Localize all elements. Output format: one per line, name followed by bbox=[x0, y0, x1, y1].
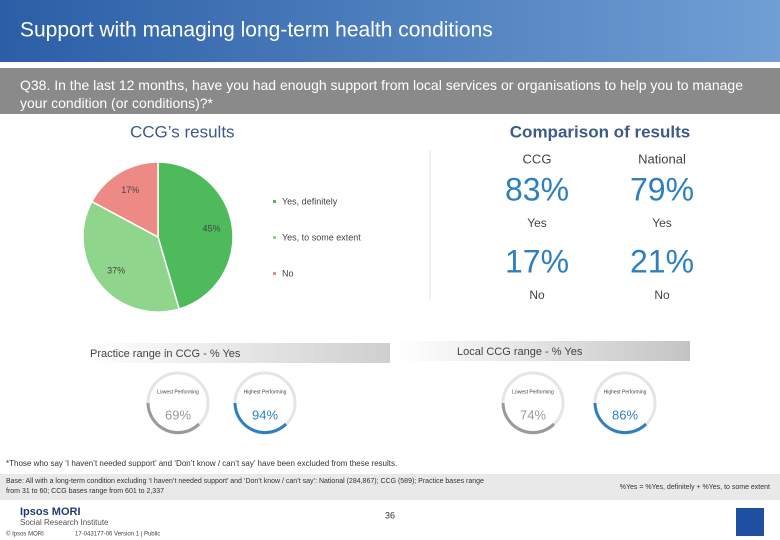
legend-label: Yes, definitely bbox=[282, 196, 338, 206]
copyright: © Ipsos MORI bbox=[6, 531, 44, 538]
ring-value: 74% bbox=[520, 407, 546, 422]
row-label: Yes bbox=[527, 216, 547, 230]
footnote: *Those who say ‘I haven’t needed support… bbox=[6, 459, 397, 468]
header-bar bbox=[0, 0, 780, 62]
ring-caption: Lowest Performing bbox=[157, 389, 199, 395]
big-value: 17% bbox=[505, 243, 569, 279]
slice-label: 37% bbox=[107, 265, 125, 275]
formula: %Yes = %Yes, definitely + %Yes, to some … bbox=[620, 484, 770, 491]
range-title: Practice range in CCG - % Yes bbox=[90, 348, 241, 360]
ring-value: 94% bbox=[252, 407, 278, 422]
legend-label: No bbox=[282, 268, 294, 278]
range-title: Local CCG range - % Yes bbox=[457, 346, 583, 358]
big-value: 79% bbox=[630, 171, 694, 207]
job-number: 17-043177-06 Version 1 | Public bbox=[75, 532, 160, 538]
base-note: Base: All with a long-term condition exc… bbox=[6, 478, 484, 495]
pie-slice bbox=[90, 161, 159, 239]
ring-arc bbox=[146, 402, 201, 435]
pie-title: CCG’s results bbox=[130, 122, 235, 141]
ring-value: 69% bbox=[165, 407, 191, 422]
base-bar bbox=[0, 474, 780, 500]
big-value: 21% bbox=[630, 243, 694, 279]
ring-value: 86% bbox=[612, 407, 638, 422]
slice-label: 17% bbox=[121, 185, 139, 195]
question-bar bbox=[0, 68, 780, 114]
ring-caption: Lowest Performing bbox=[512, 389, 554, 395]
page-number: 36 bbox=[385, 510, 395, 520]
slice-label: 45% bbox=[202, 224, 220, 234]
ring-caption: Highest Performing bbox=[244, 389, 287, 395]
ring-arc bbox=[501, 402, 556, 435]
big-value: 83% bbox=[505, 171, 569, 207]
pie-slice bbox=[82, 200, 181, 313]
row-label: Yes bbox=[652, 216, 672, 230]
ring-caption: Highest Performing bbox=[604, 389, 647, 395]
comparison-title: Comparison of results bbox=[510, 122, 690, 141]
range-bar bbox=[85, 343, 390, 363]
row-label: No bbox=[529, 288, 545, 302]
legend-swatch bbox=[273, 236, 276, 239]
question: Q38. In the last 12 months, have you had… bbox=[20, 77, 743, 111]
ring-arc bbox=[233, 402, 288, 435]
column-header: CCG bbox=[523, 151, 552, 166]
range-bar bbox=[398, 341, 690, 361]
pie-slice bbox=[157, 161, 234, 310]
row-label: No bbox=[654, 288, 670, 302]
brand-sub: Social Research Institute bbox=[20, 518, 109, 527]
legend-swatch bbox=[273, 200, 276, 203]
slide-title: Support with managing long-term health c… bbox=[20, 19, 493, 42]
column-header: National bbox=[638, 151, 686, 166]
brand: Ipsos MORI bbox=[20, 506, 81, 518]
legend-swatch bbox=[273, 272, 276, 275]
legend-label: Yes, to some extent bbox=[282, 232, 361, 242]
ring-arc bbox=[593, 402, 648, 435]
logo bbox=[736, 508, 764, 536]
